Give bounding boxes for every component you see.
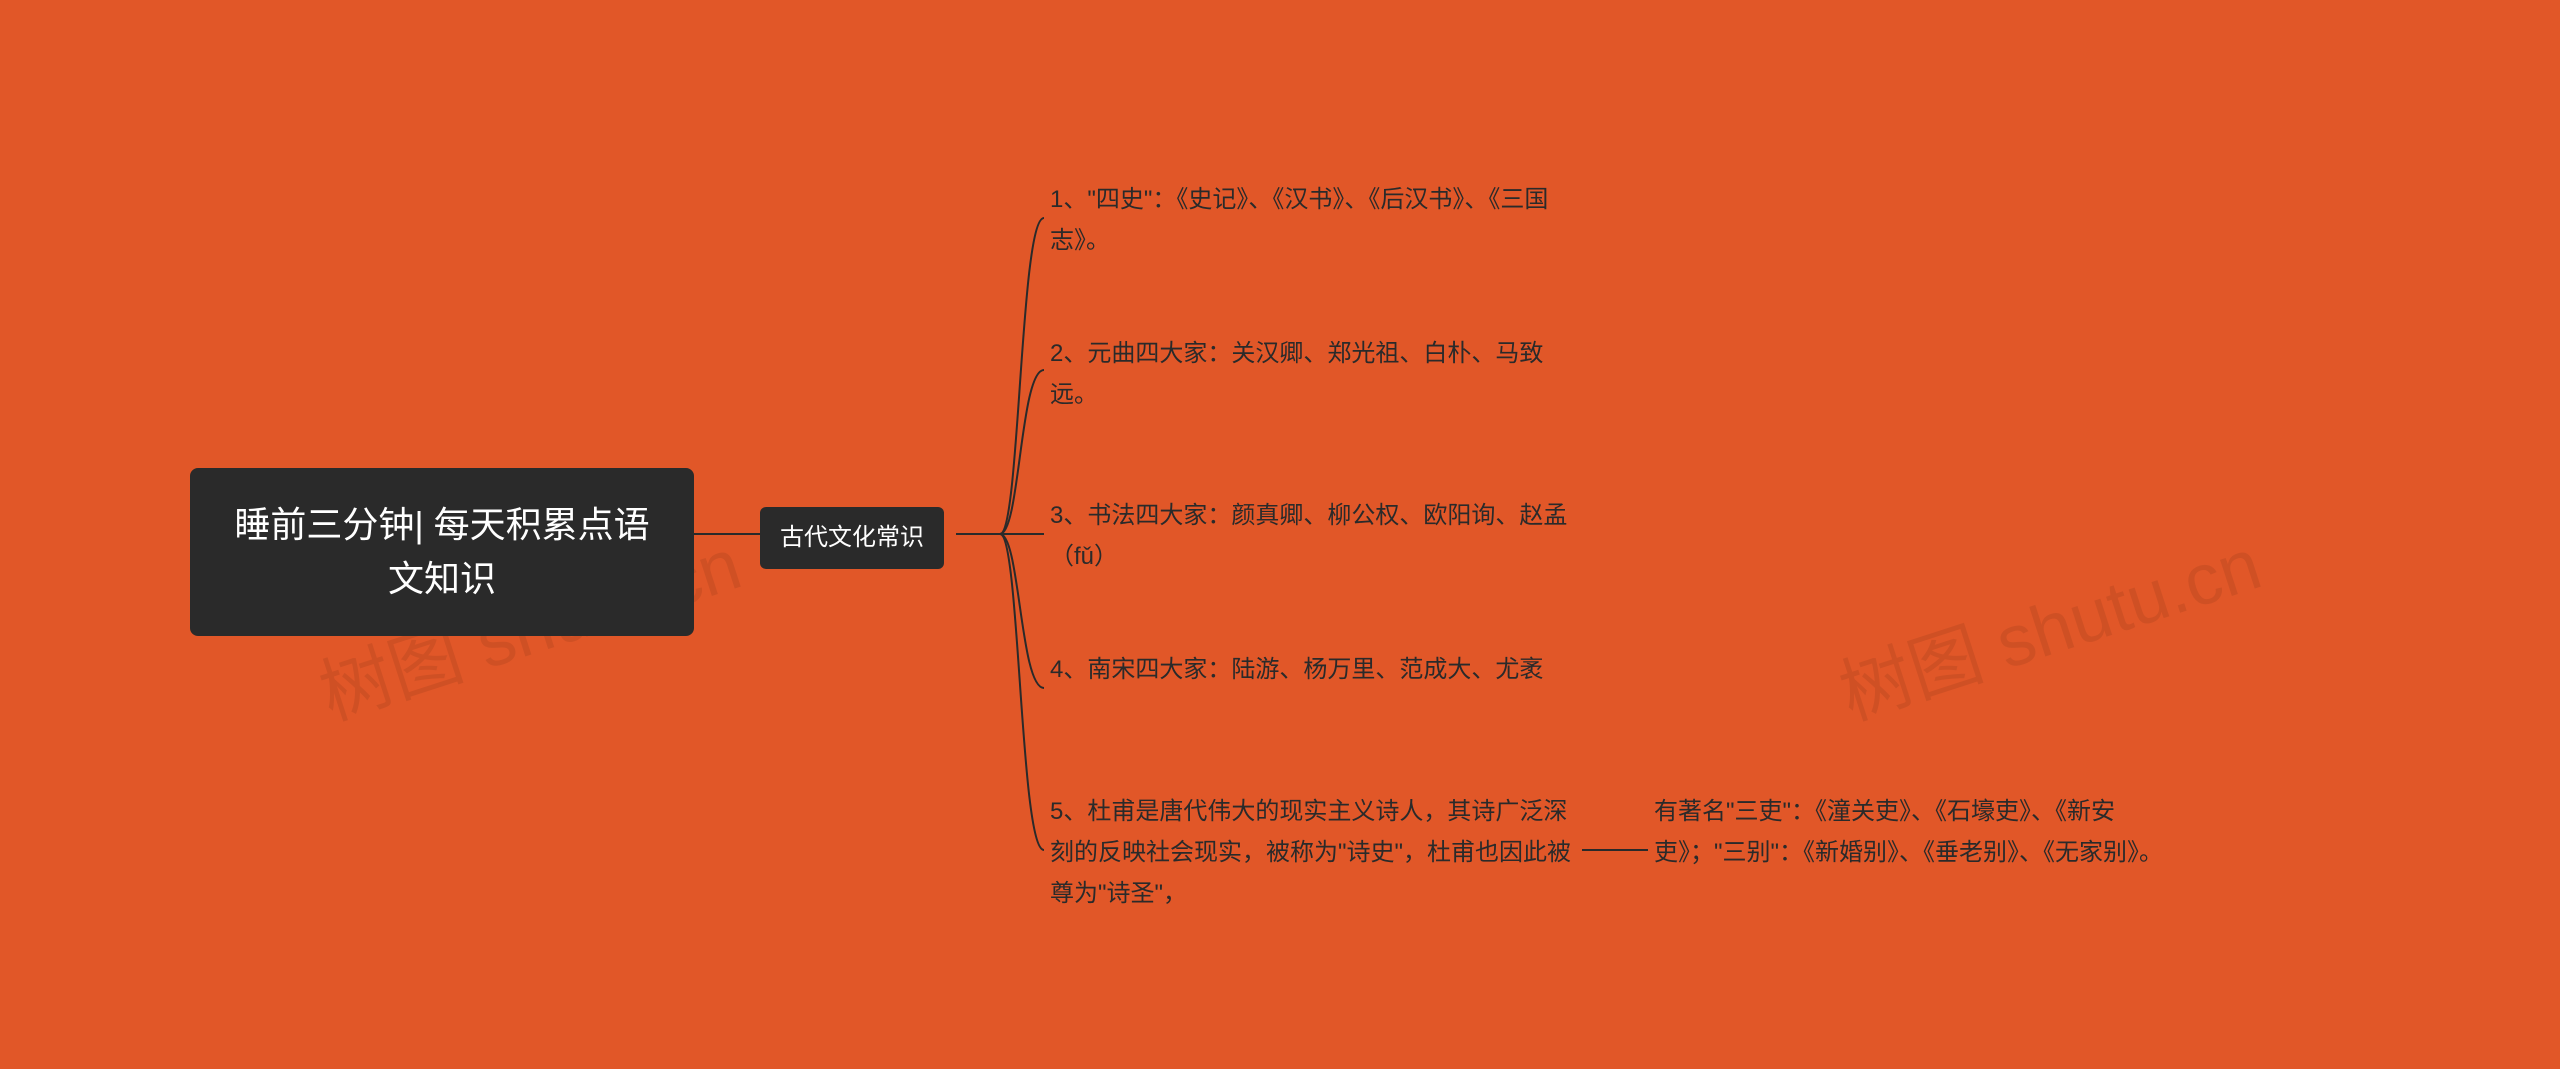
leaf-node: 3、书法四大家：颜真卿、柳公权、欧阳询、赵孟（fǔ） <box>1050 496 1580 578</box>
level1-node: 古代文化常识 <box>760 507 944 569</box>
leaf-node: 4、南宋四大家：陆游、杨万里、范成大、尤袤 <box>1050 650 1580 691</box>
leaf-node: 1、"四史"：《史记》、《汉书》、《后汉书》、《三国志》。 <box>1050 180 1580 262</box>
leaf-node: 5、杜甫是唐代伟大的现实主义诗人，其诗广泛深刻的反映社会现实，被称为"诗史"，杜… <box>1050 792 1580 914</box>
root-node: 睡前三分钟| 每天积累点语 文知识 <box>190 468 694 636</box>
watermark: 树图 shutu.cn <box>1824 505 2271 740</box>
leaf-node: 2、元曲四大家：关汉卿、郑光祖、白朴、马致远。 <box>1050 334 1580 416</box>
leaf-child-node: 有著名"三吏"：《潼关吏》、《石壕吏》、《新安吏》；"三别"：《新婚别》、《垂老… <box>1654 792 2174 874</box>
